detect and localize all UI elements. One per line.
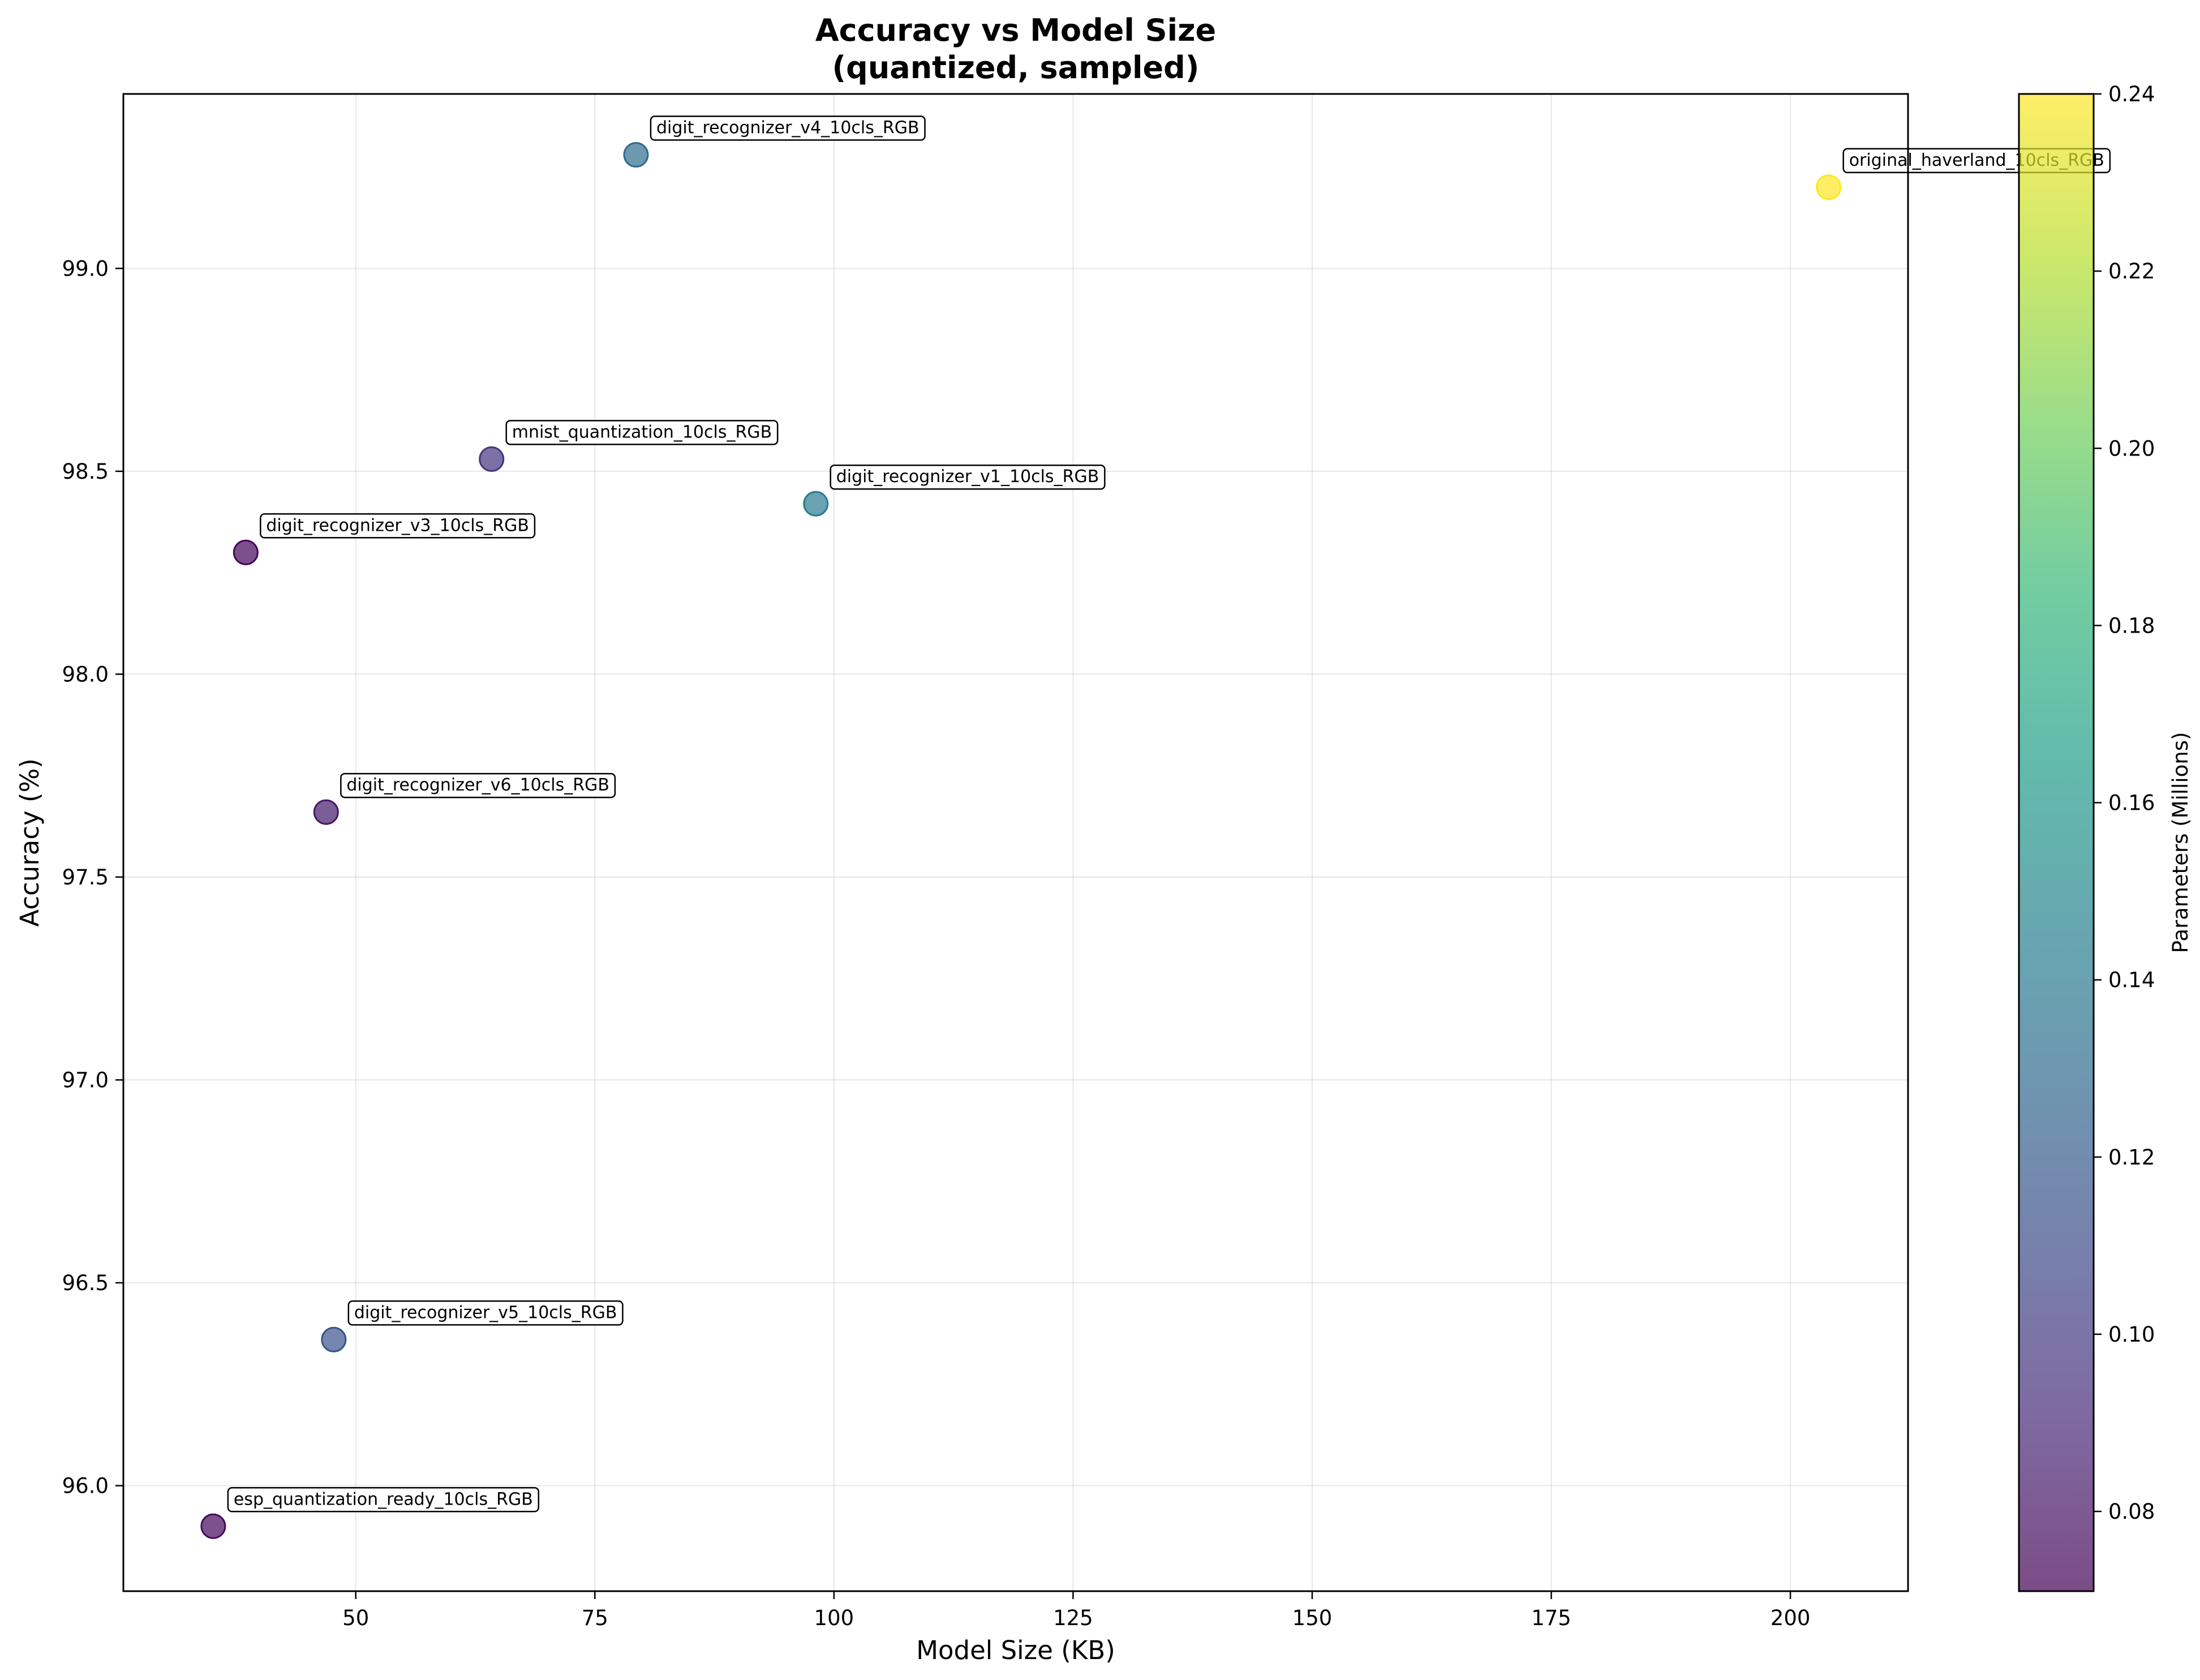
x-tick-label: 150 xyxy=(1292,1606,1333,1630)
y-axis-label: Accuracy (%) xyxy=(15,758,45,927)
x-tick-label: 175 xyxy=(1531,1606,1571,1630)
x-tick-label: 125 xyxy=(1053,1606,1093,1630)
colorbar-gradient xyxy=(2019,94,2094,1591)
data-point[interactable] xyxy=(803,491,829,517)
colorbar-tick-label: 0.08 xyxy=(2108,1499,2155,1524)
chart-title-line: Accuracy vs Model Size xyxy=(815,12,1216,48)
y-tick-label: 98.5 xyxy=(62,459,109,484)
point-label-group: digit_recognizer_v3_10cls_RGB xyxy=(260,513,536,539)
data-point[interactable] xyxy=(1816,174,1842,200)
x-tick-label: 75 xyxy=(582,1606,608,1630)
chart-title-line: (quantized, sampled) xyxy=(832,50,1200,85)
x-tick-label: 100 xyxy=(814,1606,854,1630)
y-tick-label: 96.5 xyxy=(62,1271,109,1295)
x-tick-label: 50 xyxy=(342,1606,369,1630)
point-label: digit_recognizer_v6_10cls_RGB xyxy=(346,775,609,795)
point-label-group: digit_recognizer_v1_10cls_RGB xyxy=(830,464,1106,490)
data-point[interactable] xyxy=(479,446,505,472)
data-point[interactable] xyxy=(321,1326,347,1352)
data-point[interactable] xyxy=(313,799,339,825)
point-label-group: digit_recognizer_v6_10cls_RGB xyxy=(340,772,616,798)
point-label-group: esp_quantization_ready_10cls_RGB xyxy=(227,1487,540,1513)
point-label: digit_recognizer_v3_10cls_RGB xyxy=(266,515,529,535)
point-label-box xyxy=(260,513,536,539)
colorbar-tick-label: 0.14 xyxy=(2108,968,2155,992)
point-label: mnist_quantization_10cls_RGB xyxy=(512,422,772,442)
data-point[interactable] xyxy=(233,539,259,565)
point-label-box xyxy=(227,1487,540,1513)
data-point[interactable] xyxy=(200,1513,226,1539)
plot-frame xyxy=(122,93,1909,1592)
point-label: digit_recognizer_v1_10cls_RGB xyxy=(836,467,1099,487)
point-label-box xyxy=(830,464,1106,490)
y-tick-label: 99.0 xyxy=(62,256,109,281)
data-point[interactable] xyxy=(623,142,649,168)
colorbar-tick-label: 0.10 xyxy=(2108,1322,2155,1347)
point-label: digit_recognizer_v5_10cls_RGB xyxy=(354,1303,617,1322)
point-label-group: mnist_quantization_10cls_RGB xyxy=(505,420,779,445)
x-axis-label: Model Size (KB) xyxy=(916,1635,1115,1665)
point-label-group: digit_recognizer_v4_10cls_RGB xyxy=(650,115,926,141)
point-label: digit_recognizer_v4_10cls_RGB xyxy=(656,118,919,138)
colorbar-tick-label: 0.24 xyxy=(2108,82,2155,106)
colorbar-tick-label: 0.12 xyxy=(2108,1145,2155,1170)
point-label: esp_quantization_ready_10cls_RGB xyxy=(234,1489,533,1509)
y-tick-label: 97.0 xyxy=(62,1068,109,1092)
y-tick-label: 96.0 xyxy=(62,1474,109,1498)
point-label-box xyxy=(650,115,926,141)
colorbar-tick-label: 0.16 xyxy=(2108,791,2155,815)
point-label-box xyxy=(340,772,616,798)
x-tick-label: 200 xyxy=(1771,1606,1811,1630)
colorbar-tick-label: 0.18 xyxy=(2108,613,2155,638)
y-tick-label: 98.0 xyxy=(62,662,109,686)
colorbar-frame xyxy=(2018,93,2095,1592)
point-label-box xyxy=(505,420,779,445)
point-label-group: digit_recognizer_v5_10cls_RGB xyxy=(347,1300,624,1326)
colorbar-label: Parameters (Millions) xyxy=(2168,732,2193,953)
colorbar-tick-label: 0.22 xyxy=(2108,259,2155,283)
colorbar-tick-label: 0.20 xyxy=(2108,436,2155,461)
point-label-box xyxy=(347,1300,624,1326)
y-tick-label: 97.5 xyxy=(62,865,109,890)
